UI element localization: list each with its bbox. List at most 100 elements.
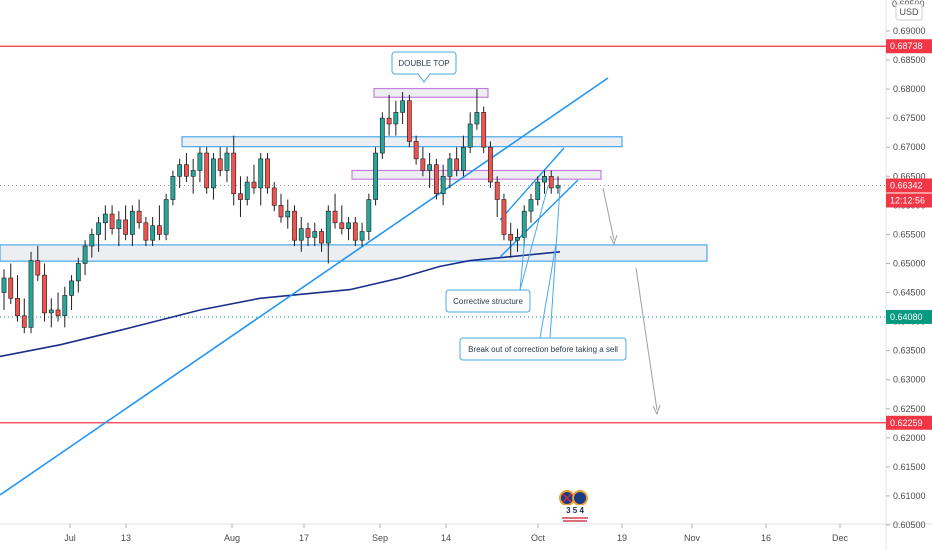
price-label-box <box>886 39 932 54</box>
candle <box>325 205 331 264</box>
corrective-pointer-a <box>519 235 526 291</box>
time-tick-label: Nov <box>684 533 701 543</box>
candle <box>379 112 385 159</box>
candle <box>8 263 14 305</box>
candle <box>339 205 345 235</box>
candle <box>21 298 27 334</box>
flag-icon-right <box>572 490 588 506</box>
candle <box>467 112 473 154</box>
candle <box>548 170 554 194</box>
breakout-pointer-a <box>539 243 557 339</box>
candle <box>143 216 149 247</box>
candle <box>177 158 183 188</box>
candle <box>129 205 135 247</box>
mid-zone <box>351 169 602 180</box>
time-tick-label: 16 <box>761 533 771 543</box>
candle <box>258 153 264 206</box>
price-labels: 0.68738 0.66342 12:12:56 0.64080 0.62259 <box>886 39 932 430</box>
candle <box>474 89 480 130</box>
candle <box>454 147 460 177</box>
candle <box>224 147 230 183</box>
candle <box>292 205 297 247</box>
levels-layer <box>0 45 886 424</box>
candle <box>42 263 47 322</box>
candle <box>123 205 129 241</box>
candle <box>136 199 142 229</box>
candle <box>62 286 68 328</box>
candle <box>217 147 223 177</box>
candle <box>366 193 372 241</box>
price-axis[interactable]: 0.695000.690000.685000.680000.675000.670… <box>886 0 926 530</box>
candle <box>447 153 453 188</box>
candle <box>35 246 41 281</box>
time-tick-label: Oct <box>531 533 546 543</box>
breakout-callout[interactable]: Break out of correction before taking a … <box>459 187 627 361</box>
time-tick-label: Sep <box>372 533 388 543</box>
candle <box>346 216 351 241</box>
candle <box>231 135 237 206</box>
price-tick-label: 0.69000 <box>893 26 926 36</box>
time-tick-label: Jul <box>64 533 76 543</box>
candle <box>400 92 406 124</box>
candle <box>1 269 7 310</box>
price-tick-label: 0.67000 <box>893 142 926 152</box>
candle <box>109 205 115 235</box>
price-label-text: 0.66342 <box>890 180 923 190</box>
candle <box>96 216 101 252</box>
candle <box>271 182 277 212</box>
plot-area[interactable] <box>0 0 886 524</box>
candle <box>535 176 541 206</box>
candle <box>55 292 61 322</box>
candle <box>211 153 216 200</box>
double-top-callout[interactable]: DOUBLE TOP <box>391 51 457 83</box>
currency-box[interactable]: USD <box>895 3 923 21</box>
candle <box>508 222 514 258</box>
breakout-pointer-b <box>549 187 561 339</box>
corrective-structure-callout[interactable]: Corrective structure <box>445 185 549 313</box>
candle <box>494 176 500 217</box>
moving-average-line <box>0 251 561 358</box>
price-tick-label: 0.62000 <box>893 433 926 443</box>
candle <box>163 193 169 241</box>
candle <box>461 135 466 177</box>
candle <box>204 147 210 194</box>
candle <box>190 158 196 194</box>
candle <box>386 94 392 136</box>
price-tick-label: 0.63500 <box>893 346 926 356</box>
corrective-box <box>445 289 531 313</box>
price-tick-label: 0.63000 <box>893 375 926 385</box>
candle <box>28 251 34 334</box>
candle <box>433 158 439 200</box>
candle <box>89 228 95 258</box>
candle <box>15 275 20 322</box>
candle <box>238 176 243 217</box>
candle <box>312 222 318 247</box>
candle <box>305 222 311 247</box>
time-tick-label: 17 <box>299 533 309 543</box>
candle <box>427 153 433 188</box>
breakout-label: Break out of correction before taking a … <box>468 345 618 354</box>
price-label-box <box>886 309 932 324</box>
author-badge[interactable]: 3 5 4 <box>559 490 589 522</box>
price-label-box <box>886 178 932 193</box>
candle <box>156 205 162 241</box>
candle <box>440 164 446 206</box>
price-tick-label: 0.68000 <box>893 84 926 94</box>
time-axis[interactable]: Jul 13 Aug 17 Sep 14 Oct 19 Nov 16 Dec <box>64 524 848 543</box>
projection-arrow-short <box>602 187 618 246</box>
resistance-zone <box>181 136 623 148</box>
candle <box>197 147 203 183</box>
price-tick-label: 0.68500 <box>893 55 926 65</box>
candle <box>542 170 547 194</box>
candle <box>413 135 419 165</box>
candle <box>102 205 108 241</box>
candle <box>265 153 270 194</box>
time-tick-label: Aug <box>224 533 240 543</box>
price-tick-label: 0.61000 <box>893 491 926 501</box>
price-label-box <box>886 415 932 430</box>
candle <box>420 147 426 177</box>
candle <box>48 298 54 328</box>
candle <box>285 199 291 229</box>
double-top-zone <box>373 87 489 98</box>
